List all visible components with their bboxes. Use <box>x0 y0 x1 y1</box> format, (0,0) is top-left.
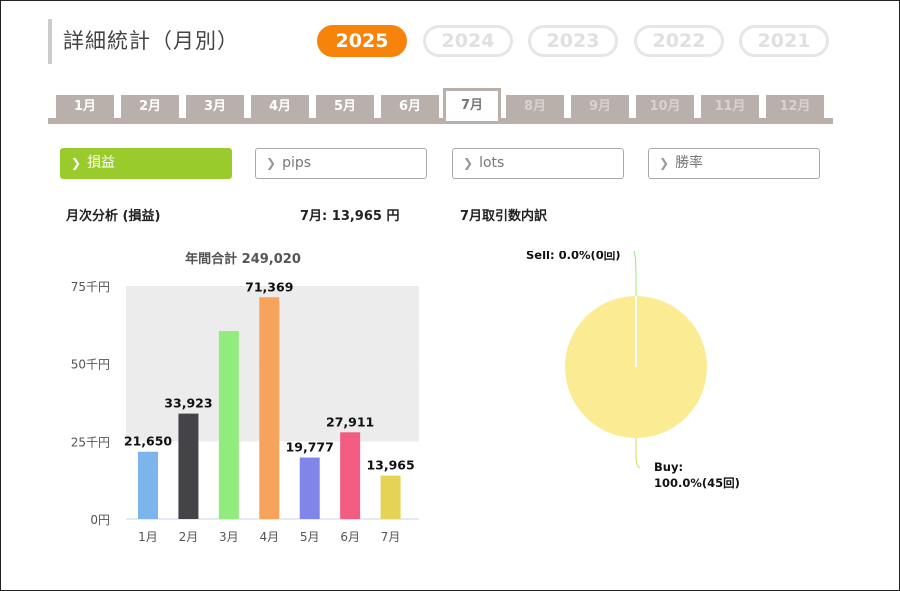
chevron-right-icon: ❯ <box>71 156 82 170</box>
bar <box>138 451 158 519</box>
tab-month-2[interactable]: 2月 <box>121 95 179 118</box>
bar <box>340 432 361 519</box>
tab-month-4[interactable]: 4月 <box>251 95 309 118</box>
bar <box>178 413 199 519</box>
tab-month-1[interactable]: 1月 <box>56 95 114 118</box>
monthly-analysis-label: 月次分析 (損益) <box>66 209 161 224</box>
tab-month-8: 8月 <box>506 95 564 118</box>
x-tick-label: 7月 <box>381 530 401 544</box>
buy-data-label-value: 100.0%(45回) <box>654 476 740 490</box>
x-tick-label: 3月 <box>219 530 239 544</box>
x-tick-label: 2月 <box>179 530 199 544</box>
year-button-2025[interactable]: 2025 <box>317 25 407 57</box>
sell-connector-line <box>633 251 637 296</box>
bar <box>218 331 239 519</box>
monthly-profit-bar-chart: 0円 25千円 50千円 75千円 年間合計 249,020 21,650 1月 33,923… <box>71 251 419 544</box>
metric-label: pips <box>282 155 312 171</box>
bar-data-label: 21,650 <box>124 434 173 449</box>
tab-month-12: 12月 <box>766 95 824 118</box>
tab-month-11: 11月 <box>701 95 759 118</box>
metric-button-pips[interactable]: ❯ pips <box>255 148 427 179</box>
title-accent-bar <box>48 19 52 64</box>
bar-data-label: 13,965 <box>366 458 414 473</box>
bar-data-label: 19,777 <box>286 440 334 455</box>
tab-month-7[interactable]: 7月 <box>443 88 501 121</box>
tab-month-9: 9月 <box>571 95 629 118</box>
x-tick-label: 6月 <box>340 530 360 544</box>
chevron-right-icon: ❯ <box>659 156 670 170</box>
x-tick-label: 5月 <box>300 530 320 544</box>
month-profit-value: 7月: 13,965 円 <box>300 209 400 224</box>
trade-breakdown-label: 7月取引数内訳 <box>460 209 548 224</box>
metric-button-lots[interactable]: ❯ lots <box>452 148 624 179</box>
bar <box>259 297 280 519</box>
year-button-2022[interactable]: 2022 <box>634 25 724 57</box>
year-button-2023[interactable]: 2023 <box>528 25 618 57</box>
trade-breakdown-pie-chart: Sell: 0.0%(0回) Buy: 100.0%(45回) <box>526 251 740 490</box>
bar <box>380 475 401 519</box>
month-tabs: 1月 2月 3月 4月 5月 6月 7月 8月 9月 10月 11月 12月 <box>48 88 833 124</box>
metric-button-profit[interactable]: ❯ 損益 <box>60 148 232 179</box>
buy-connector-line <box>635 438 641 469</box>
metric-label: 損益 <box>87 155 116 171</box>
year-button-2021[interactable]: 2021 <box>739 25 829 57</box>
tab-month-10: 10月 <box>636 95 694 118</box>
metric-label: 勝率 <box>675 155 704 171</box>
y-tick-label: 50千円 <box>71 358 110 372</box>
tab-month-6[interactable]: 6月 <box>381 95 439 118</box>
bar-data-label: 71,369 <box>245 279 293 294</box>
month-tabs-baseline <box>48 118 833 124</box>
page-title: 詳細統計（月別） <box>63 29 239 53</box>
x-tick-label: 4月 <box>259 530 279 544</box>
tab-month-5[interactable]: 5月 <box>316 95 374 118</box>
chart-title: 年間合計 249,020 <box>185 251 301 267</box>
bar <box>299 457 320 519</box>
buy-data-label: Buy: <box>654 460 683 474</box>
metric-button-winrate[interactable]: ❯ 勝率 <box>648 148 820 179</box>
year-button-2024[interactable]: 2024 <box>423 25 513 57</box>
tab-month-3[interactable]: 3月 <box>186 95 244 118</box>
metric-label: lots <box>479 155 505 171</box>
sell-data-label: Sell: 0.0%(0回) <box>526 251 620 262</box>
x-tick-label: 1月 <box>138 530 158 544</box>
chevron-right-icon: ❯ <box>266 156 277 170</box>
chevron-right-icon: ❯ <box>463 156 474 170</box>
bar-data-label: 33,923 <box>164 396 212 411</box>
y-tick-label: 75千円 <box>71 280 110 294</box>
bar-data-label: 27,911 <box>326 414 374 429</box>
y-tick-label: 25千円 <box>71 435 110 449</box>
y-tick-label: 0円 <box>90 513 110 527</box>
